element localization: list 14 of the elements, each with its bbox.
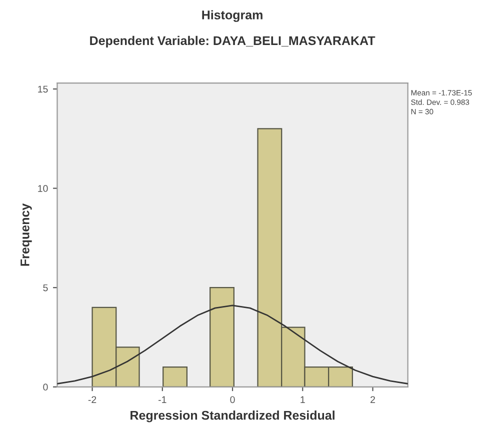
y-tick-label: 15	[38, 86, 48, 93]
line-series	[57, 304, 408, 384]
y-tick-label: 10	[38, 185, 48, 192]
x-axis-title: Regression Standardized Residual	[130, 410, 334, 422]
x-tick-label: -1	[158, 396, 166, 403]
x-tick-label: -2	[88, 396, 96, 403]
x-tick-label: 2	[370, 396, 375, 403]
chart-subtitle: Dependent Variable: DAYA_BELI_MASYARAKAT	[90, 36, 376, 48]
chart-title: Histogram	[202, 10, 262, 22]
x-tick-label: 0	[230, 396, 235, 404]
y-tick-label: 5	[43, 284, 48, 292]
y-tick-label: 0	[43, 384, 48, 391]
x-tick-label: 1	[300, 396, 305, 403]
y-axis-title: Frequency	[20, 203, 32, 266]
